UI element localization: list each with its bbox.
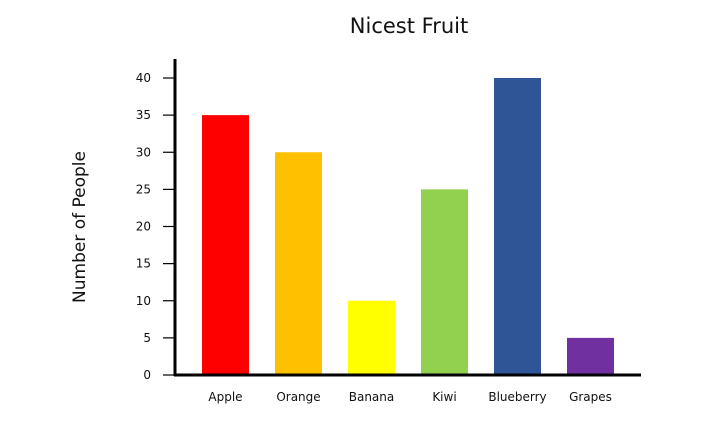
- y-tick-label: 15: [136, 257, 151, 271]
- x-tick-label-orange: Orange: [276, 390, 320, 404]
- x-tick-label-grapes: Grapes: [569, 390, 612, 404]
- x-axis-tick-labels: Apple Orange Banana Kiwi Blueberry Grapes: [208, 390, 612, 404]
- bar-orange: [275, 152, 322, 375]
- bar-banana: [348, 300, 395, 375]
- y-tick-label: 40: [136, 71, 151, 85]
- x-tick-label-apple: Apple: [208, 390, 242, 404]
- y-tick-label: 5: [143, 331, 151, 345]
- y-tick-label: 25: [136, 182, 151, 196]
- y-tick-label: 10: [136, 294, 151, 308]
- bar-blueberry: [494, 78, 541, 375]
- x-tick-label-banana: Banana: [349, 390, 395, 404]
- x-tick-label-blueberry: Blueberry: [488, 390, 546, 404]
- bar-grapes: [567, 337, 614, 375]
- y-tick-label: 20: [136, 220, 151, 234]
- bar-kiwi: [421, 189, 468, 375]
- bar-apple: [202, 115, 249, 375]
- y-tick-label: 0: [143, 368, 151, 382]
- chart-title: Nicest Fruit: [350, 14, 468, 38]
- bars: [202, 78, 614, 375]
- y-axis-label: Number of People: [70, 151, 90, 303]
- y-axis-ticks: 0 5 10 15 20 25 30 35 40: [136, 71, 175, 382]
- y-tick-label: 30: [136, 145, 151, 159]
- x-tick-label-kiwi: Kiwi: [432, 390, 456, 404]
- y-tick-label: 35: [136, 108, 151, 122]
